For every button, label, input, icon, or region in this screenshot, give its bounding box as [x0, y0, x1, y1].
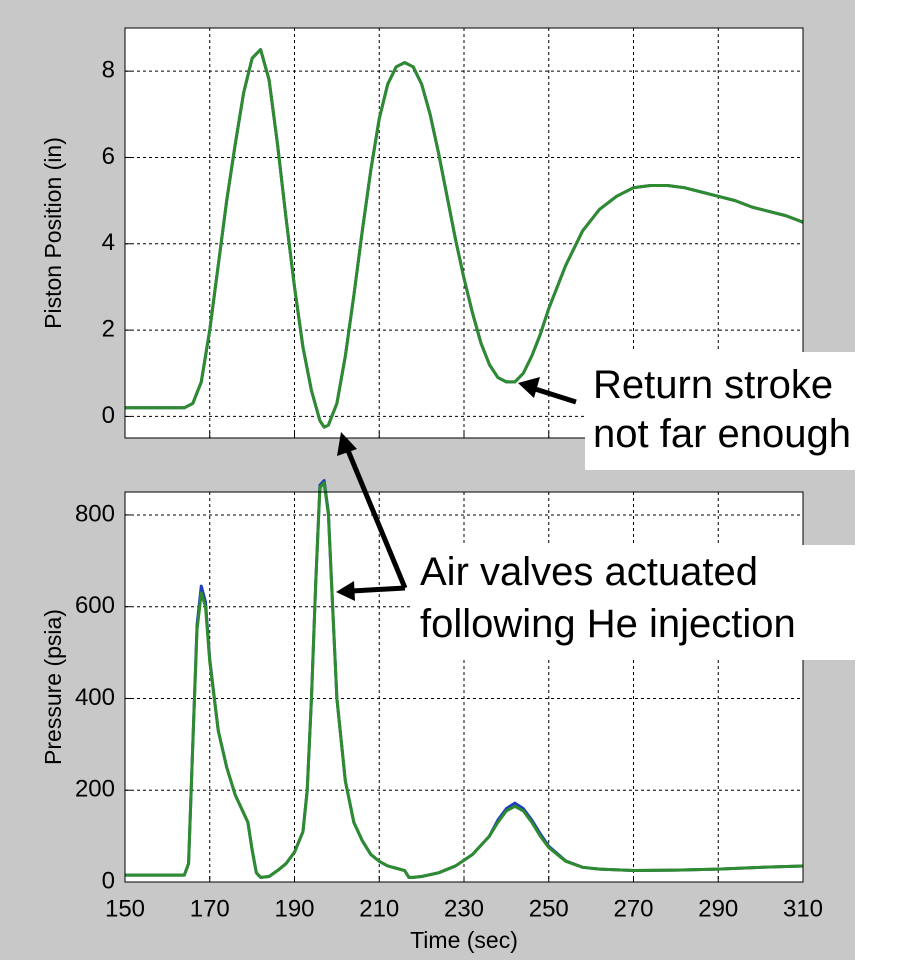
- y-tick-label: 4: [102, 229, 115, 256]
- data-line: [125, 481, 804, 879]
- annotation-box: [410, 545, 908, 660]
- x-axis-label: Time (sec): [410, 927, 518, 953]
- arrowhead: [337, 432, 357, 456]
- y-tick-label: 2: [102, 315, 115, 342]
- x-tick-label: 190: [274, 895, 314, 922]
- annotation-text: Air valves actuated: [420, 550, 758, 594]
- x-tick-label: 150: [105, 895, 145, 922]
- arrow: [351, 585, 406, 594]
- annotation-box: [585, 352, 908, 470]
- arrow: [531, 385, 577, 405]
- y-tick-label: 0: [102, 402, 115, 429]
- annotation-text: Return stroke: [593, 363, 833, 407]
- x-tick-label: 210: [359, 895, 399, 922]
- y-tick-label: 400: [75, 684, 115, 711]
- axes-frame: [124, 27, 804, 439]
- x-tick-label: 250: [529, 895, 569, 922]
- arrows: [336, 377, 577, 601]
- x-tick-label: 290: [698, 895, 738, 922]
- axes-frame: [124, 491, 804, 883]
- annotation-text: following He injection: [420, 602, 796, 646]
- y-axis-label: Piston Position (in): [40, 137, 66, 329]
- arrowhead: [336, 581, 355, 601]
- y-tick-label: 200: [75, 776, 115, 803]
- y-tick-label: 600: [75, 592, 115, 619]
- x-tick-label: 310: [783, 895, 823, 922]
- y-tick-label: 800: [75, 500, 115, 527]
- y-tick-label: 6: [102, 143, 115, 170]
- arrowhead: [518, 377, 540, 398]
- data-line: [125, 48, 804, 429]
- y-axis-label: Pressure (psia): [40, 609, 66, 765]
- y-tick-label: 0: [102, 867, 115, 894]
- annotation-text: not far enough: [593, 412, 851, 456]
- x-tick-label: 270: [613, 895, 653, 922]
- arrow: [344, 447, 408, 589]
- x-tick-label: 230: [444, 895, 484, 922]
- y-tick-label: 8: [102, 57, 115, 84]
- x-tick-label: 170: [190, 895, 230, 922]
